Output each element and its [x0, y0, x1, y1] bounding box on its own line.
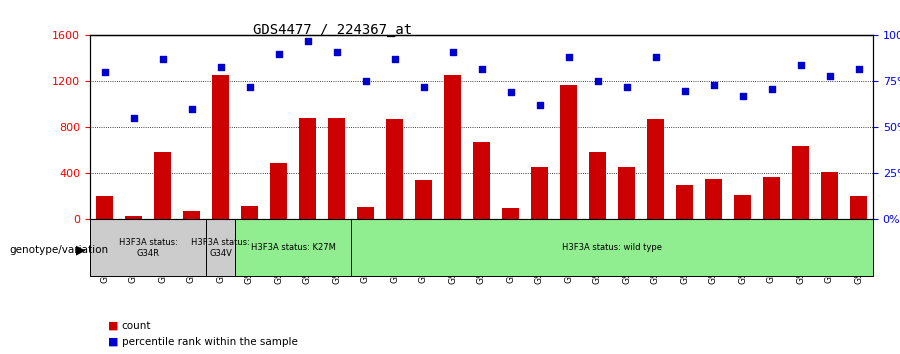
- Bar: [821, 172, 838, 219]
- FancyBboxPatch shape: [235, 219, 351, 276]
- Point: [97, 69, 112, 75]
- Bar: [850, 196, 868, 219]
- FancyBboxPatch shape: [206, 219, 235, 276]
- Bar: [502, 208, 519, 219]
- Point: [184, 106, 199, 112]
- FancyBboxPatch shape: [351, 219, 873, 276]
- Point: [706, 82, 721, 88]
- Point: [242, 84, 256, 90]
- Bar: [763, 177, 780, 219]
- Text: ▶: ▶: [76, 243, 86, 256]
- Point: [358, 79, 373, 84]
- Text: GDS4477 / 224367_at: GDS4477 / 224367_at: [254, 23, 412, 37]
- Bar: [125, 216, 142, 219]
- Bar: [386, 119, 403, 219]
- Point: [417, 84, 431, 90]
- Point: [271, 51, 285, 57]
- Bar: [212, 74, 230, 219]
- Text: H3F3A status: wild type: H3F3A status: wild type: [562, 243, 662, 252]
- Bar: [299, 118, 316, 219]
- Point: [503, 90, 517, 95]
- Point: [474, 66, 489, 72]
- Point: [851, 66, 866, 72]
- Text: H3F3A status: K27M: H3F3A status: K27M: [250, 243, 336, 252]
- Point: [329, 49, 344, 55]
- Text: ■: ■: [108, 337, 119, 347]
- Bar: [589, 152, 607, 219]
- Text: H3F3A status:
G34R: H3F3A status: G34R: [119, 238, 177, 257]
- Point: [590, 79, 605, 84]
- Point: [678, 88, 692, 93]
- Point: [301, 38, 315, 44]
- Text: count: count: [122, 321, 151, 331]
- Bar: [415, 181, 432, 219]
- Point: [213, 64, 228, 69]
- Text: ■: ■: [108, 321, 119, 331]
- Text: genotype/variation: genotype/variation: [9, 245, 108, 255]
- Point: [532, 103, 546, 108]
- Point: [156, 57, 170, 62]
- Point: [562, 55, 576, 60]
- Bar: [472, 142, 490, 219]
- FancyBboxPatch shape: [90, 219, 206, 276]
- Point: [619, 84, 634, 90]
- Bar: [531, 166, 548, 219]
- Bar: [270, 163, 287, 219]
- Point: [446, 49, 460, 55]
- Point: [793, 62, 807, 68]
- Bar: [183, 211, 200, 219]
- Point: [387, 57, 401, 62]
- Bar: [617, 166, 635, 219]
- Bar: [356, 207, 374, 219]
- Text: percentile rank within the sample: percentile rank within the sample: [122, 337, 297, 347]
- Bar: [676, 185, 693, 219]
- Bar: [95, 196, 113, 219]
- Point: [823, 73, 837, 79]
- Bar: [705, 179, 722, 219]
- Bar: [328, 118, 346, 219]
- Bar: [560, 85, 577, 219]
- Bar: [241, 206, 258, 219]
- Point: [735, 93, 750, 99]
- Bar: [647, 119, 664, 219]
- Bar: [444, 74, 461, 219]
- Bar: [792, 146, 809, 219]
- Text: H3F3A status:
G34V: H3F3A status: G34V: [191, 238, 250, 257]
- Point: [126, 115, 140, 121]
- Point: [764, 86, 778, 92]
- Bar: [734, 195, 752, 219]
- Point: [648, 55, 662, 60]
- Bar: [154, 152, 171, 219]
